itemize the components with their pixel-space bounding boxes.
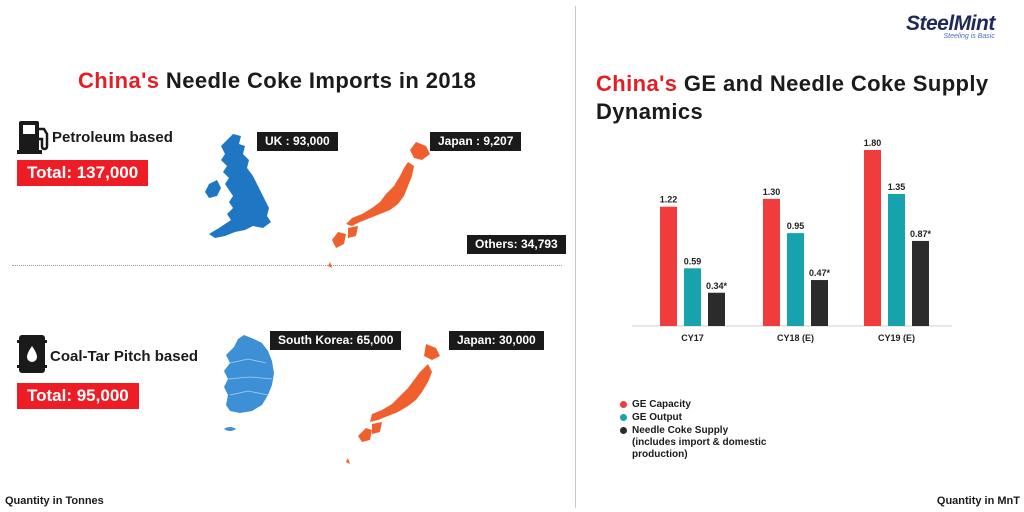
logo-text: SteelMint [906,12,995,35]
data-label-needle-coke-3: 0.87* [910,229,932,239]
data-label-needle-coke-1: 0.34* [706,281,728,291]
coal-tar-total: Total: 95,000 [17,383,139,409]
x-tick-label-3: CY19 (E) [878,333,915,343]
data-label-ge-capacity-3: 1.80 [864,138,882,148]
panel-divider [575,6,576,508]
right-title-highlight: China's [596,71,678,96]
south-korea-map [218,333,282,440]
coal-tar-label: Coal-Tar Pitch based [50,348,199,365]
chart-legend: GE Capacity GE Output Needle Coke Supply… [620,399,772,462]
legend-label-ge-capacity: GE Capacity [632,399,691,410]
legend-item-ge-output: GE Output [620,412,772,424]
x-tick-label-2: CY18 (E) [777,333,814,343]
legend-swatch-needle-coke [620,427,627,434]
right-footer: Quantity in MnT [936,495,1020,507]
bar-ge-capacity-3 [864,150,881,326]
left-title-highlight: China's [78,68,160,93]
japan-label-coal-tar: Japan: 30,000 [449,331,544,350]
japan-map-coal-tar [342,342,452,472]
data-label-ge-output-1: 0.59 [684,256,702,266]
petroleum-total: Total: 137,000 [17,160,149,186]
legend-item-ge-capacity: GE Capacity [620,399,772,411]
section-divider [12,265,562,266]
logo-tagline: Steeling is Basic [943,33,995,40]
right-title-rest: GE and Needle Coke Supply Dynamics [596,71,989,124]
south-korea-label: South Korea: 65,000 [270,331,402,350]
data-label-ge-capacity-2: 1.30 [763,187,781,197]
data-label-ge-output-2: 0.95 [787,221,805,231]
bar-ge-output-1 [684,268,701,326]
bar-ge-capacity-2 [763,198,780,326]
bar-needle-coke-1 [708,292,725,326]
petroleum-label: Petroleum based [52,129,173,146]
left-title: China's Needle Coke Imports in 2018 [78,68,476,94]
japan-label-petroleum: Japan : 9,207 [430,132,522,151]
uk-map [203,132,275,245]
x-tick-label-1: CY17 [681,333,704,343]
ge-supply-bar-chart: 1.22 0.59 0.34* CY17 1.30 0.95 0.47* CY18 (E) 1.… [632,138,952,343]
data-label-ge-output-3: 1.35 [888,182,906,192]
legend-label-ge-output: GE Output [632,412,682,423]
barrel-icon [17,334,47,379]
steelmint-logo: SteelMint Steeling is Basic [906,12,995,40]
legend-item-needle-coke: Needle Coke Supply (includes import & do… [620,425,772,461]
right-title: China's GE and Needle Coke Supply Dynami… [596,70,1016,126]
data-label-needle-coke-2: 0.47* [809,268,831,278]
bar-needle-coke-2 [811,280,828,326]
legend-label-needle-coke: Needle Coke Supply (includes import & do… [632,425,767,460]
bar-ge-capacity-1 [660,206,677,326]
left-footer: Quantity in Tonnes [5,495,104,507]
left-title-rest: Needle Coke Imports in 2018 [165,68,477,93]
japan-map-petroleum [324,138,434,278]
bar-ge-output-3 [888,194,905,326]
others-label: Others: 34,793 [467,235,566,254]
fuel-pump-icon [17,119,51,160]
uk-label: UK : 93,000 [257,132,338,151]
bar-ge-output-2 [787,233,804,326]
data-label-ge-capacity-1: 1.22 [660,195,678,205]
legend-swatch-ge-output [620,414,627,421]
bar-needle-coke-3 [912,240,929,326]
legend-swatch-ge-capacity [620,401,627,408]
